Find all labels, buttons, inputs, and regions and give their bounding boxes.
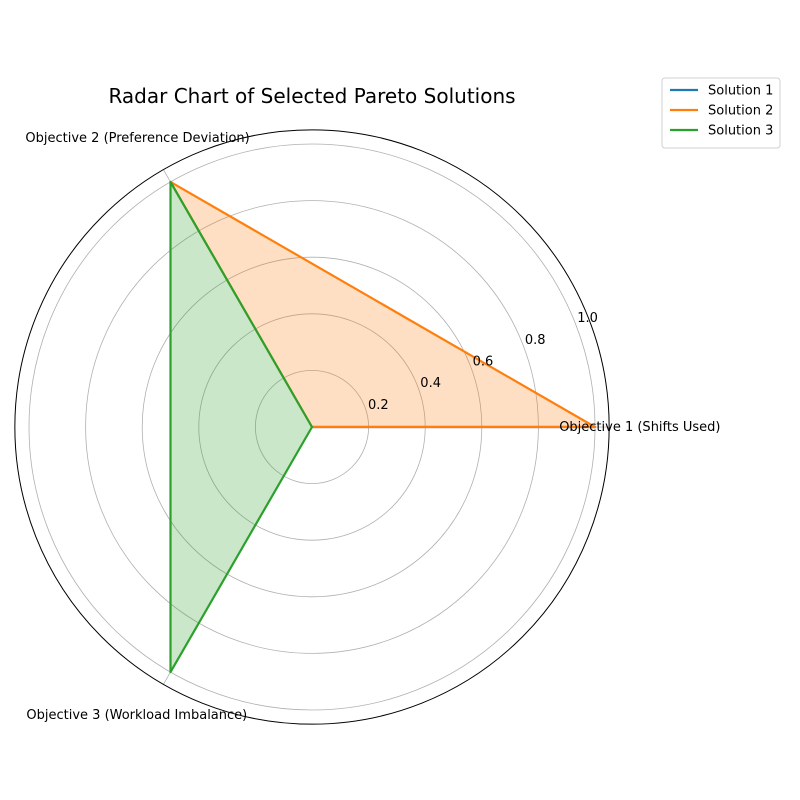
axis-label: Objective 1 (Shifts Used) [559, 420, 720, 435]
legend: Solution 1 Solution 2 Solution 3 [661, 77, 781, 149]
legend-label: Solution 1 [708, 84, 773, 99]
chart-title: Radar Chart of Selected Pareto Solutions [108, 84, 515, 108]
radial-tick-label: 0.8 [525, 333, 546, 348]
radial-tick-label: 0.2 [368, 398, 389, 413]
polar-frame [14, 129, 610, 725]
axis-label: Objective 3 (Workload Imbalance) [26, 708, 247, 723]
legend-label: Solution 2 [708, 104, 773, 119]
series-layer [169, 180, 597, 674]
series-fill-3 [170, 181, 312, 673]
series-line-3 [169, 180, 314, 674]
legend-label: Solution 3 [708, 124, 773, 139]
radial-tick-label: 1.0 [577, 311, 598, 326]
radial-tick-label: 0.6 [473, 355, 494, 370]
label-layer: 0.2 0.4 0.6 0.8 1.0 Objective 1 (Shifts Used)… [25, 131, 720, 723]
axis-label: Objective 2 (Preference Deviation) [25, 131, 249, 146]
radial-tick-label: 0.4 [420, 376, 441, 391]
